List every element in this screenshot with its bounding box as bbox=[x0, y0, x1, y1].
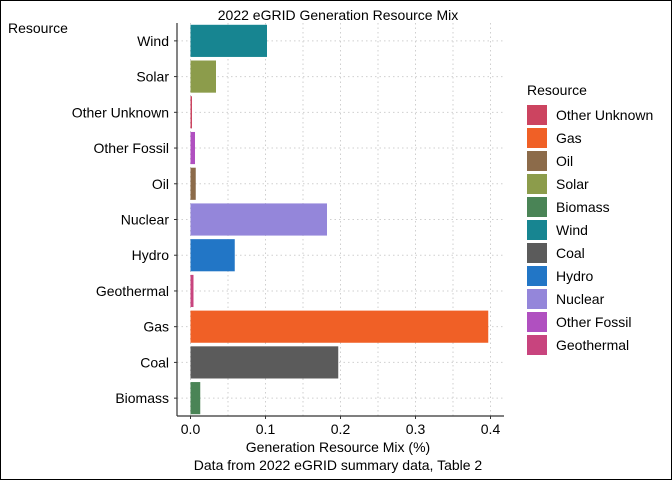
legend-label: Coal bbox=[556, 245, 585, 261]
bar-other-unknown bbox=[190, 96, 192, 129]
bar-other-fossil bbox=[190, 131, 195, 165]
legend: Resource Other Unknown Gas Oil Solar Biomass… bbox=[527, 82, 653, 355]
bar-biomass bbox=[190, 382, 201, 415]
y-tick-label: Geothermal bbox=[96, 283, 169, 299]
chart-caption: Data from 2022 eGRID summary data, Table… bbox=[194, 457, 483, 473]
bar-wind bbox=[190, 24, 267, 57]
legend-label: Oil bbox=[556, 153, 573, 169]
x-tick-label: 0.0 bbox=[181, 421, 201, 437]
bar-nuclear bbox=[190, 203, 327, 236]
y-tick-label: Nuclear bbox=[121, 212, 170, 228]
x-tick-label: 0.4 bbox=[481, 421, 501, 437]
y-tick-label: Solar bbox=[136, 69, 169, 85]
legend-items: Other Unknown Gas Oil Solar Biomass Wind Coal H… bbox=[527, 105, 653, 355]
legend-swatch-solar bbox=[527, 174, 547, 194]
bar-solar bbox=[190, 60, 216, 93]
legend-swatch-oil bbox=[527, 151, 547, 171]
x-tick-labels: 0.0 0.1 0.2 0.3 0.4 bbox=[181, 416, 501, 437]
bars bbox=[190, 24, 489, 415]
legend-swatch-nuclear bbox=[527, 289, 547, 309]
chart-title: 2022 eGRID Generation Resource Mix bbox=[218, 7, 458, 23]
legend-swatch-coal bbox=[527, 243, 547, 263]
legend-label: Other Fossil bbox=[556, 314, 631, 330]
legend-label: Biomass bbox=[556, 199, 610, 215]
legend-swatch-geothermal bbox=[527, 335, 547, 355]
legend-label: Solar bbox=[556, 176, 589, 192]
x-tick-label: 0.1 bbox=[256, 421, 276, 437]
legend-swatch-biomass bbox=[527, 197, 547, 217]
y-tick-label: Biomass bbox=[115, 390, 169, 406]
y-tick-label: Wind bbox=[137, 33, 169, 49]
legend-swatch-wind bbox=[527, 220, 547, 240]
legend-label: Nuclear bbox=[556, 291, 605, 307]
x-axis-label: Generation Resource Mix (%) bbox=[246, 439, 430, 455]
bar-gas bbox=[190, 310, 489, 343]
y-tick-label: Other Fossil bbox=[94, 140, 169, 156]
bar-geothermal bbox=[190, 274, 194, 308]
x-tick-label: 0.2 bbox=[331, 421, 351, 437]
y-tick-label: Hydro bbox=[132, 247, 170, 263]
legend-label: Wind bbox=[556, 222, 588, 238]
bar-hydro bbox=[190, 239, 235, 272]
legend-label: Other Unknown bbox=[556, 107, 653, 123]
bar-coal bbox=[190, 346, 339, 379]
bar-oil bbox=[190, 167, 196, 200]
legend-label: Gas bbox=[556, 130, 582, 146]
x-tick-label: 0.3 bbox=[406, 421, 426, 437]
y-axis-label: Resource bbox=[8, 20, 68, 36]
legend-label: Hydro bbox=[556, 268, 594, 284]
y-tick-label: Other Unknown bbox=[72, 104, 169, 120]
y-tick-label: Gas bbox=[143, 319, 169, 335]
legend-label: Geothermal bbox=[556, 337, 629, 353]
legend-swatch-other-fossil bbox=[527, 312, 547, 332]
legend-swatch-hydro bbox=[527, 266, 547, 286]
legend-swatch-other-unknown bbox=[527, 105, 547, 125]
legend-swatch-gas bbox=[527, 128, 547, 148]
legend-title: Resource bbox=[527, 82, 587, 98]
y-tick-label: Coal bbox=[140, 354, 169, 370]
y-tick-labels: Wind Solar Other Unknown Other Fossil Oil Nuc… bbox=[72, 33, 177, 406]
y-tick-label: Oil bbox=[152, 176, 169, 192]
